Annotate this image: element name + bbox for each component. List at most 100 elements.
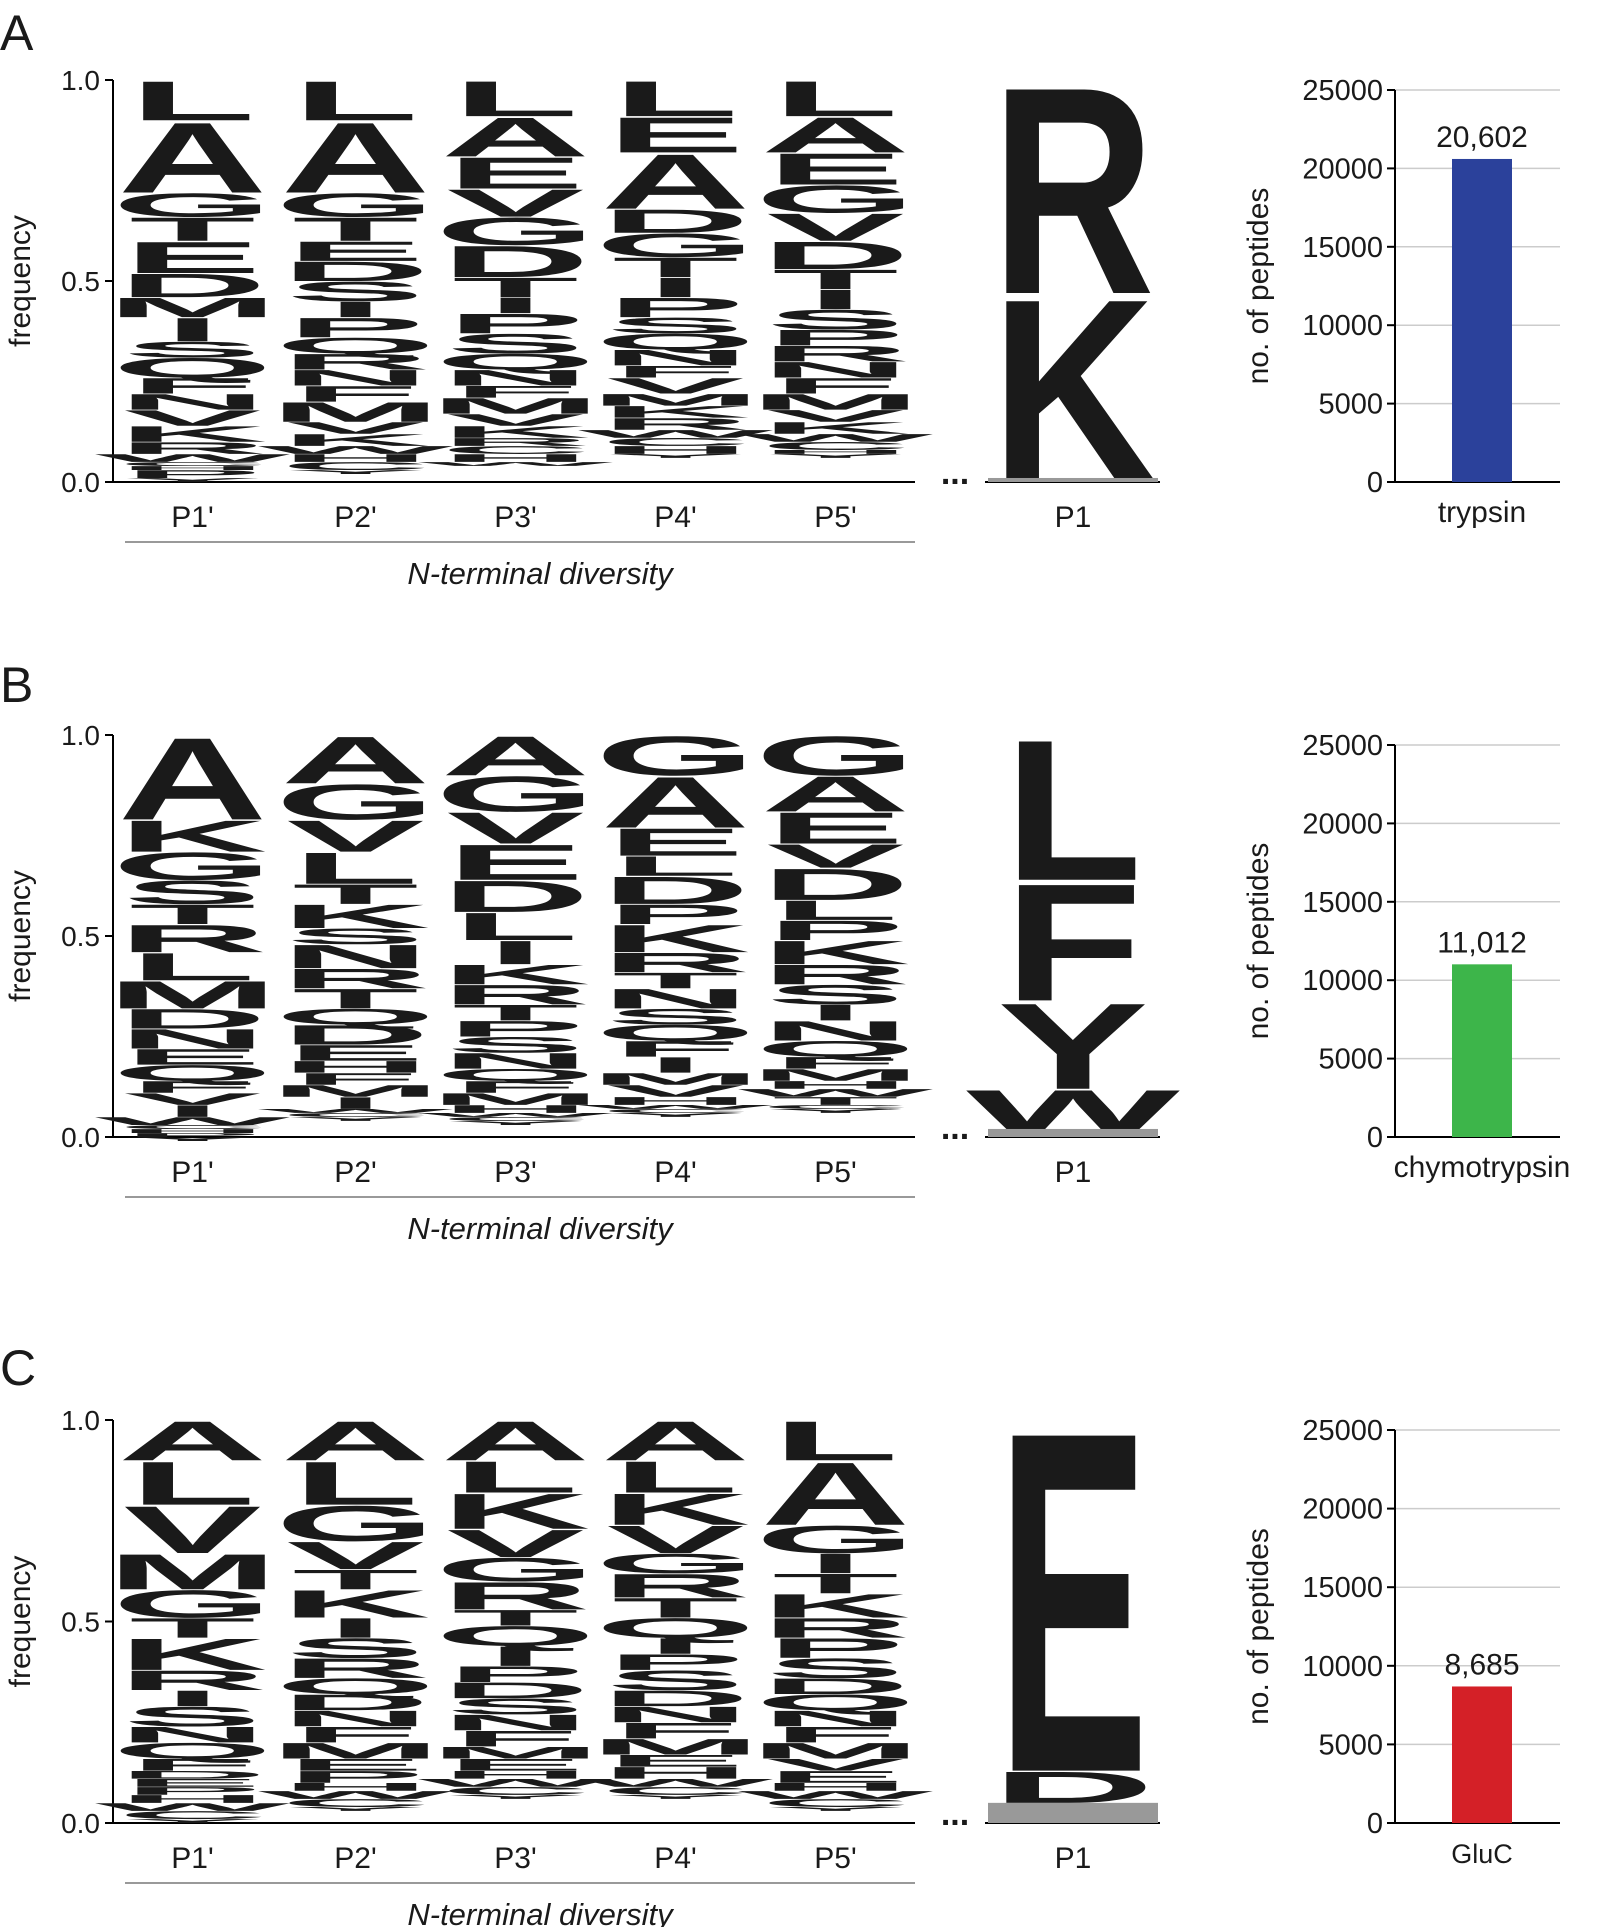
logo-letter: Y xyxy=(124,1136,262,1142)
logo-column-5: A xyxy=(761,107,910,163)
logo-column-1: S xyxy=(124,1701,262,1732)
logo-column-p1 xyxy=(988,477,1158,482)
logo-letter: W xyxy=(738,1789,933,1801)
logo-column-5: R xyxy=(761,959,910,990)
logo-column-1: Y xyxy=(124,1136,262,1142)
logo-letter: V xyxy=(447,411,585,430)
logo-column-2: R xyxy=(281,963,430,994)
logo-letter: Y xyxy=(124,477,262,483)
logo-letter: M xyxy=(589,1734,761,1759)
logo-column-4: W xyxy=(578,428,773,440)
logo-column-1: D xyxy=(118,267,267,304)
logo-letter: K xyxy=(118,811,267,861)
logo-letter: K xyxy=(761,419,910,438)
logo-column-1: S xyxy=(124,337,262,362)
logo-letter: A xyxy=(441,725,590,787)
logo-letter: F xyxy=(292,1070,418,1089)
logo-letter: R xyxy=(281,963,430,994)
logo-column-2: S xyxy=(287,1633,425,1664)
logo-column-2: W xyxy=(258,1789,453,1801)
logo-column-3: N xyxy=(441,365,590,390)
logo-column-5: R xyxy=(761,341,910,366)
logo-letter: C xyxy=(601,1785,750,1797)
logo-column-3: G xyxy=(435,766,596,822)
logo-letter: W xyxy=(418,1777,613,1789)
logo-column-5: N xyxy=(761,1706,910,1731)
bar-category-label: chymotrypsin xyxy=(1394,1151,1571,1184)
logo-letter: R xyxy=(281,1653,430,1684)
logo-column-2: C xyxy=(281,1112,430,1118)
logo-column-5: W xyxy=(738,1087,933,1099)
logo-column-4: T xyxy=(612,968,738,993)
logo-letter: F xyxy=(129,1755,255,1774)
logo-column-5: K xyxy=(761,419,910,438)
logo-letter: W xyxy=(578,428,773,440)
group-label: N-terminal diversity xyxy=(407,556,675,591)
logo-letter: Q xyxy=(112,1061,273,1086)
logo-letter: H xyxy=(761,449,910,455)
logo-y-tick-label: 0.0 xyxy=(61,467,100,498)
logo-letter: I xyxy=(164,1102,221,1121)
logo-letter: T xyxy=(772,264,898,295)
logo-letter: F xyxy=(452,1726,578,1751)
logo-letter: N xyxy=(118,1722,267,1747)
logo-letter: V xyxy=(287,811,425,861)
logo-y-axis-label: frequency xyxy=(4,870,37,1002)
logo-column-5: L xyxy=(772,895,898,926)
logo-letter: R xyxy=(118,439,267,458)
logo-column-2: D xyxy=(281,1690,430,1715)
logo-letter: D xyxy=(118,1769,267,1781)
logo-letter: F xyxy=(612,1718,738,1743)
logo-column-3: I xyxy=(487,293,544,318)
logo-column-1: L xyxy=(129,945,255,989)
logo-letter: C xyxy=(761,1104,910,1110)
logo-column-2: F xyxy=(292,1722,418,1747)
logo-letter: I xyxy=(487,293,544,318)
logo-column-3: E xyxy=(447,148,585,198)
logo-column-2: E xyxy=(287,1755,425,1774)
logo-letter: Q xyxy=(435,349,596,374)
logo-column-p1: R xyxy=(991,25,1155,356)
logo-column-2: G xyxy=(275,774,436,830)
panel-a: A0.00.51.0frequencyLAGTEDMISQFNVKRWCHPYP… xyxy=(0,5,1560,591)
logo-column-3: D xyxy=(441,1678,590,1703)
logo-column-3: V xyxy=(447,1521,585,1565)
logo-column-1: R xyxy=(118,1665,267,1696)
logo-column-4: G xyxy=(595,725,756,787)
logo-letter: S xyxy=(607,313,745,338)
logo-letter: I xyxy=(807,1548,864,1579)
logo-column-5: T xyxy=(772,1095,898,1107)
logo-column-1: Y xyxy=(124,477,262,483)
logo-column-4: I xyxy=(647,1053,704,1078)
logo-letter: R xyxy=(601,1567,750,1604)
logo-column-5: I xyxy=(807,1000,864,1025)
bar-y-tick-label: 5000 xyxy=(1318,1044,1383,1076)
logo-column-3: G xyxy=(435,209,596,253)
logo-column-5: W xyxy=(738,1789,933,1801)
logo-column-5: T xyxy=(772,264,898,295)
logo-letter: M xyxy=(749,390,921,415)
logo-column-2: K xyxy=(281,898,430,935)
logo-column-1: Q xyxy=(112,1061,273,1086)
bar-y-tick-label: 20000 xyxy=(1302,808,1383,840)
logo-letter: P xyxy=(124,468,262,480)
logo-letter: I xyxy=(647,1634,704,1659)
logo-column-5: Y xyxy=(767,1806,905,1812)
logo-letter: Y xyxy=(767,1108,905,1114)
logo-letter: K xyxy=(601,1484,750,1534)
logo-letter: W xyxy=(578,1104,773,1110)
logo-letter: T xyxy=(129,899,255,930)
logo-letter: L xyxy=(129,70,255,132)
panel-letter: B xyxy=(0,657,33,713)
logo-column-p1 xyxy=(988,1802,1158,1823)
logo-column-1: H xyxy=(118,1793,267,1805)
logo-column-2: P xyxy=(287,312,425,343)
logo-letter: C xyxy=(441,444,590,456)
logo-letter: Y xyxy=(287,1116,425,1122)
logo-column-1: I xyxy=(164,1102,221,1121)
logo-column-4: P xyxy=(607,1650,745,1675)
group-label: N-terminal diversity xyxy=(407,1211,675,1246)
logo-column-2: A xyxy=(281,102,430,214)
logo-letter: C xyxy=(118,461,267,467)
logo-column-5: C xyxy=(761,440,910,452)
